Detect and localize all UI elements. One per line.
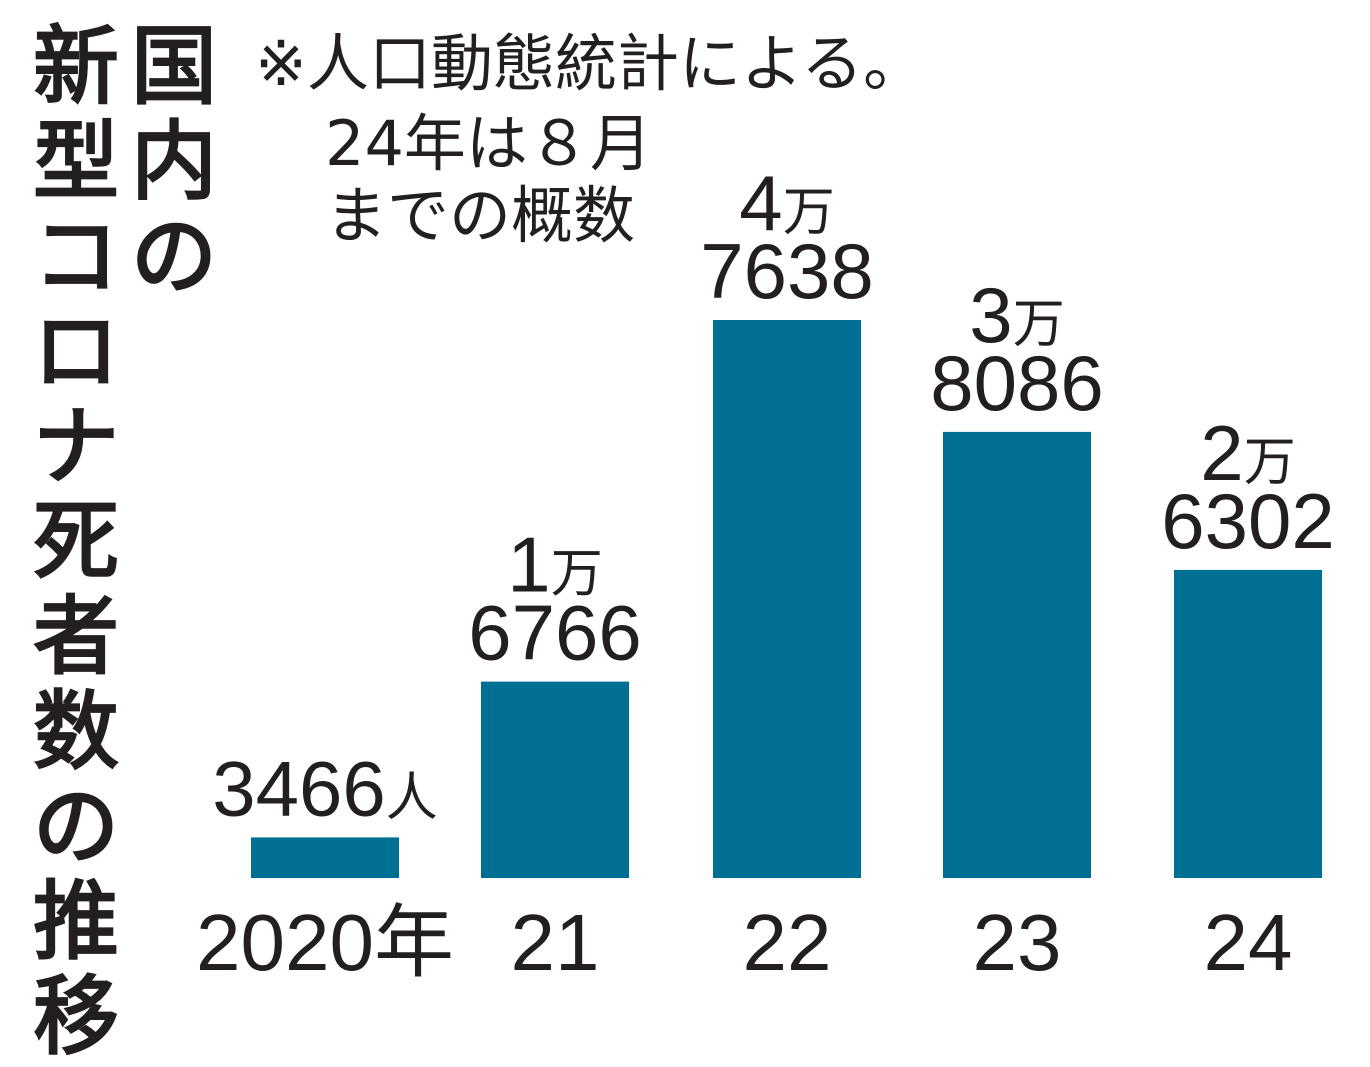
data-label-lower-4: 6302 [1161, 477, 1335, 565]
bar-2 [713, 320, 861, 878]
data-label-upper-1: 1万 [507, 521, 602, 609]
data-label-upper-2: 4万 [739, 159, 834, 247]
x-tick-label-0: 2020年 [196, 898, 454, 987]
x-tick-label-4: 24 [1204, 898, 1293, 987]
bar-1 [481, 681, 629, 878]
x-tick-label-3: 23 [973, 898, 1062, 987]
chart-title-line-1: 国内の [131, 17, 217, 307]
data-label-lower-3: 8086 [930, 339, 1104, 427]
bar-3 [943, 431, 1091, 878]
x-tick-label-1: 21 [511, 898, 600, 987]
x-tick-label-2: 22 [743, 898, 832, 987]
data-label-lower-1: 6766 [468, 589, 642, 677]
chart-title-line-2: 新型コロナ死者数の推移 [33, 17, 119, 1067]
data-label-upper-3: 3万 [969, 271, 1064, 359]
source-note-line-1: ※人口動態統計による。 [255, 27, 926, 100]
data-label-lower-0: 3466人 [212, 744, 438, 832]
bar-4 [1174, 569, 1322, 878]
source-note-line-2: 24年は８月 [325, 107, 652, 180]
bar-0 [251, 837, 399, 878]
data-label-upper-4: 2万 [1200, 409, 1295, 497]
data-label-lower-2: 7638 [700, 227, 874, 315]
source-note-line-3: までの概数 [325, 179, 636, 252]
